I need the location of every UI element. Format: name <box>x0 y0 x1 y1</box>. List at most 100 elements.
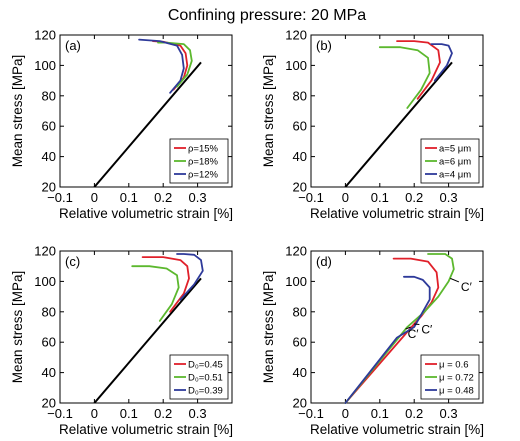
y-axis-title: Mean stress [MPa] <box>261 55 276 168</box>
series-line-3 <box>430 43 453 82</box>
common-loading-line <box>93 277 202 404</box>
x-tick-label: 0.2 <box>154 406 172 421</box>
x-tick-label: 0.1 <box>371 406 389 421</box>
panel-label: (d) <box>316 254 332 269</box>
panel-label: (a) <box>65 38 81 53</box>
x-tick-label: 0 <box>342 190 349 205</box>
y-tick-label: 60 <box>42 335 56 350</box>
y-tick-label: 100 <box>285 274 307 289</box>
panel-c: −0.1 0 0.1 0.2 0.3 20 40 60 80 100 120 Relative vol… <box>10 244 233 438</box>
x-tick-label: −0.1 <box>47 406 73 421</box>
legend-label: a=6 μm <box>439 157 471 168</box>
panel-a: −0.1 0 0.1 0.2 0.3 20 40 60 80 100 120 Relative vol… <box>10 28 233 222</box>
annotation-arrow <box>450 277 460 283</box>
x-axis-title: Relative volumetric strain [%] <box>310 206 484 221</box>
y-tick-label: 100 <box>34 274 56 289</box>
y-tick-label: 120 <box>34 244 56 259</box>
plot-frame <box>59 250 233 404</box>
y-tick-label: 100 <box>34 58 56 73</box>
x-tick-label: 0 <box>91 406 98 421</box>
x-tick-label: −0.1 <box>298 406 324 421</box>
y-axis-title: Mean stress [MPa] <box>10 55 25 168</box>
series-line-2 <box>131 265 180 322</box>
series-line-3 <box>344 275 431 404</box>
x-tick-label: 0.1 <box>120 406 138 421</box>
y-tick-label: 20 <box>42 396 56 411</box>
x-tick-label: 0.3 <box>440 190 458 205</box>
common-loading-line <box>344 61 453 188</box>
legend-label: ρ=15% <box>188 144 219 155</box>
legend-label: μ = 0.72 <box>439 373 474 384</box>
series-line-2 <box>344 253 455 404</box>
x-axis-title: Relative volumetric strain [%] <box>59 206 233 221</box>
plot-frame <box>59 34 233 188</box>
x-axis-title: Relative volumetric strain [%] <box>310 422 484 437</box>
y-tick-label: 60 <box>42 119 56 134</box>
common-loading-line <box>93 61 202 188</box>
y-tick-label: 40 <box>293 365 307 380</box>
series-line-1 <box>141 256 190 313</box>
panel-label: (b) <box>316 38 332 53</box>
legend-label: a=5 μm <box>439 144 471 155</box>
series-line-1 <box>396 40 441 100</box>
panel-b: −0.1 0 0.1 0.2 0.3 20 40 60 80 100 120 Relative vol… <box>261 28 484 222</box>
y-tick-label: 60 <box>293 119 307 134</box>
y-tick-label: 100 <box>285 58 307 73</box>
legend-label: D₀=0.39 <box>188 386 223 397</box>
x-tick-label: −0.1 <box>47 190 73 205</box>
legend-label: a=4 μm <box>439 170 471 181</box>
y-tick-label: 80 <box>293 304 307 319</box>
plot-frame <box>310 34 484 188</box>
legend-label: ρ=18% <box>188 157 219 168</box>
x-tick-label: 0.2 <box>154 190 172 205</box>
legend: μ = 0.6 μ = 0.72 μ = 0.48 <box>420 354 480 400</box>
y-tick-label: 40 <box>42 365 56 380</box>
series-line-1 <box>152 40 189 91</box>
y-tick-label: 80 <box>42 88 56 103</box>
panel-label: (c) <box>65 254 80 269</box>
y-tick-label: 120 <box>285 244 307 259</box>
x-tick-label: 0.1 <box>120 190 138 205</box>
x-tick-label: −0.1 <box>298 190 324 205</box>
series-line-2 <box>378 46 431 109</box>
y-axis-title: Mean stress [MPa] <box>10 271 25 384</box>
y-tick-label: 40 <box>42 149 56 164</box>
y-tick-label: 20 <box>42 180 56 195</box>
annotation-arrow <box>414 323 420 326</box>
y-tick-label: 80 <box>42 304 56 319</box>
series-line-3 <box>176 253 204 301</box>
legend-label: D₀=0.45 <box>188 360 223 371</box>
legend-label: μ = 0.48 <box>439 386 474 397</box>
legend-label: D₀=0.51 <box>188 373 223 384</box>
x-tick-label: 0 <box>91 190 98 205</box>
x-tick-label: 0.2 <box>405 190 423 205</box>
y-tick-label: 20 <box>293 396 307 411</box>
panel-d: −0.1 0 0.1 0.2 0.3 20 40 60 80 100 120 Relative vol… <box>261 244 484 438</box>
x-tick-label: 0.2 <box>405 406 423 421</box>
y-tick-label: 120 <box>34 28 56 43</box>
x-tick-label: 0 <box>342 406 349 421</box>
x-axis-title: Relative volumetric strain [%] <box>59 422 233 437</box>
annotation-label: C′ <box>461 280 473 294</box>
legend: ρ=15% ρ=18% ρ=12% <box>169 138 229 184</box>
figure-title: Confining pressure: 20 MPa <box>168 7 366 24</box>
y-tick-label: 120 <box>285 28 307 43</box>
x-tick-label: 0.3 <box>189 406 207 421</box>
y-axis-title: Mean stress [MPa] <box>261 271 276 384</box>
legend-label: ρ=12% <box>188 170 219 181</box>
plot-frame <box>310 250 484 404</box>
y-tick-label: 40 <box>293 149 307 164</box>
legend-label: μ = 0.6 <box>439 360 469 371</box>
legend: a=5 μm a=6 μm a=4 μm <box>420 138 480 184</box>
annotation-label: C′ <box>408 327 420 341</box>
legend: D₀=0.45 D₀=0.51 D₀=0.39 <box>169 354 229 400</box>
x-tick-label: 0.3 <box>440 406 458 421</box>
x-tick-label: 0.3 <box>189 190 207 205</box>
y-tick-label: 60 <box>293 335 307 350</box>
annotation-arrow <box>405 326 411 330</box>
series-line-3 <box>138 38 185 94</box>
annotation-label: C′ <box>421 323 433 337</box>
x-tick-label: 0.1 <box>371 190 389 205</box>
y-tick-label: 80 <box>293 88 307 103</box>
